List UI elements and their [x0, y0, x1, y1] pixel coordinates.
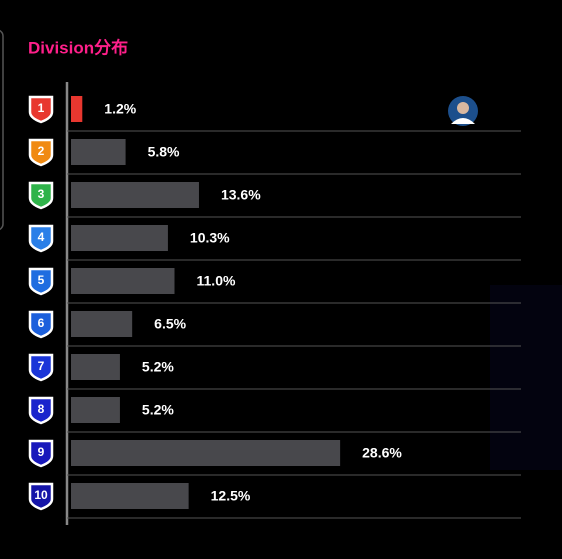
division-label: 5 [38, 273, 45, 287]
value-label: 5.8% [148, 144, 180, 160]
bar [71, 268, 175, 294]
division-badge [28, 353, 54, 382]
division-label: 10 [34, 488, 48, 502]
division-badge [28, 181, 54, 210]
bar [71, 225, 168, 251]
value-label: 28.6% [362, 445, 402, 461]
value-label: 5.2% [142, 359, 174, 375]
bar [71, 440, 341, 466]
avatar-face [457, 102, 469, 114]
bar [71, 182, 199, 208]
value-label: 5.2% [142, 402, 174, 418]
division-label: 2 [38, 144, 45, 158]
division-badge [28, 224, 54, 253]
value-label: 6.5% [154, 316, 186, 332]
avatar [448, 96, 478, 126]
division-badge [28, 267, 54, 296]
division-badge [28, 439, 54, 468]
chart-title: Division分布 [28, 37, 128, 57]
value-label: 1.2% [104, 101, 136, 117]
avatar-body [451, 118, 475, 124]
division-label: 4 [38, 230, 45, 244]
bar [71, 139, 126, 165]
division-label: 7 [38, 359, 45, 373]
bar [71, 397, 120, 423]
division-badge [28, 396, 54, 425]
division-badge [28, 138, 54, 167]
value-label: 13.6% [221, 187, 261, 203]
division-badge [28, 95, 54, 124]
division-label: 1 [38, 101, 45, 115]
division-label: 3 [38, 187, 45, 201]
background-panel [490, 285, 562, 470]
division-badge [28, 310, 54, 339]
bar [71, 354, 120, 380]
division-label: 8 [38, 402, 45, 416]
bar [71, 96, 83, 122]
value-label: 10.3% [190, 230, 230, 246]
division-label: 6 [38, 316, 45, 330]
bar [71, 483, 189, 509]
value-label: 12.5% [211, 488, 251, 504]
division-label: 9 [38, 445, 45, 459]
division-badge [28, 482, 54, 511]
value-label: 11.0% [197, 273, 236, 289]
bar [71, 311, 133, 337]
side-panel-edge [0, 29, 4, 231]
